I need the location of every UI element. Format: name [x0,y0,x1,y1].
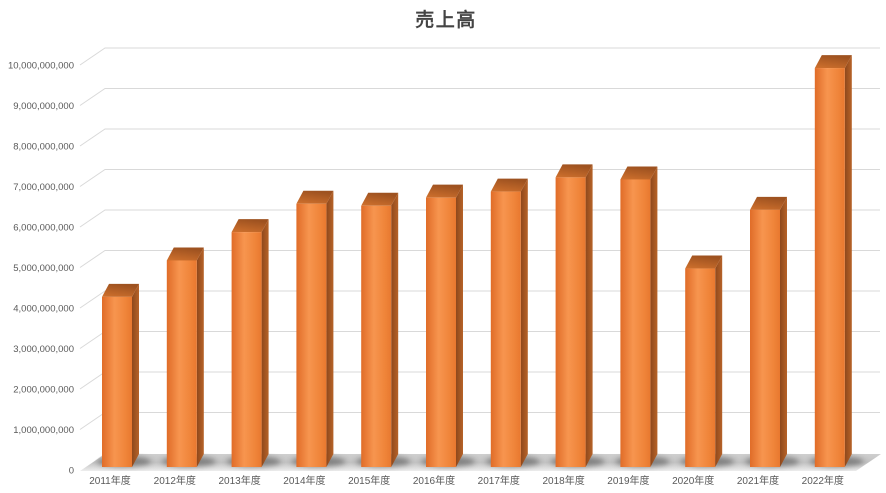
bars [102,55,852,468]
bar-side-face [132,283,139,467]
y-tick-label: 1,000,000,000 [13,425,74,436]
x-tick-label: 2022年度 [802,474,844,487]
bar-2014年度 [296,190,334,467]
bar-front-face [361,205,392,467]
bar-side-face [456,184,463,468]
y-axis-labels: 0 1,000,000,000 2,000,000,000 3,000,000,000… [8,61,74,477]
gridline [79,88,880,106]
bar-front-face [231,232,262,467]
bar-side-face [261,219,269,467]
bar-side-face [391,192,399,467]
bar-top-face [685,255,723,269]
bar-top-face [490,178,528,192]
x-tick-label: 2018年度 [542,474,584,487]
bar-front-face [490,191,521,467]
bar-side-face [196,247,204,467]
bar-2013年度 [231,219,269,467]
y-tick-label: 8,000,000,000 [13,142,74,153]
y-tick-label: 0 [69,466,74,477]
x-tick-label: 2019年度 [607,474,649,487]
y-tick-label: 10,000,000,000 [8,61,74,72]
bar-2011年度 [102,283,139,467]
bar-2017年度 [490,178,528,467]
bar-2019年度 [620,166,658,467]
y-tick-label: 7,000,000,000 [13,182,74,193]
x-tick-label: 2013年度 [218,474,260,487]
bar-top-face [231,219,269,233]
bar-top-face [814,55,852,69]
x-tick-label: 2012年度 [154,474,196,487]
bar-front-face [426,197,456,468]
bar-top-face [166,247,204,261]
x-tick-label: 2014年度 [283,474,325,487]
y-tick-label: 6,000,000,000 [13,223,74,234]
bar-top-face [620,166,658,180]
bar-front-face [166,260,197,467]
bar-side-face [844,55,852,467]
bar-side-face [520,178,528,467]
bar-2020年度 [685,255,723,467]
bar-front-face [296,203,327,467]
bar-front-face [685,268,716,467]
chart-floor [80,454,881,471]
bar-front-face [620,179,651,467]
x-tick-label: 2017年度 [478,474,520,487]
bar-2021年度 [750,196,787,467]
gridline [79,47,880,66]
gridline [79,169,880,187]
bar-2018年度 [555,164,593,468]
bar-top-face [296,190,334,204]
y-tick-label: 2,000,000,000 [13,385,74,396]
gridline [79,128,880,147]
bar-side-face [585,164,593,468]
x-tick-label: 2021年度 [737,474,779,487]
bar-side-face [326,190,334,467]
bar-front-face [555,177,586,468]
bar-top-face [102,283,139,297]
gridlines [79,47,880,430]
x-tick-label: 2011年度 [89,474,131,487]
bar-2012年度 [166,247,204,467]
bar-2022年度 [814,55,852,467]
floor-plane [80,454,881,471]
bar-top-face [750,196,787,210]
bar-front-face [750,209,780,467]
y-tick-label: 4,000,000,000 [13,304,74,315]
x-tick-label: 2020年度 [672,474,714,487]
bar-side-face [780,196,787,467]
y-tick-label: 5,000,000,000 [13,263,74,274]
bar-front-face [814,68,845,467]
bar-front-face [102,296,132,467]
bar-top-face [426,184,463,198]
x-tick-label: 2015年度 [348,474,390,487]
bar-top-face [555,164,593,178]
chart-title: 売上高 [415,8,477,31]
x-tick-label: 2016年度 [413,474,455,487]
bar-side-face [650,166,658,467]
bar-2015年度 [361,192,399,467]
bar-2016年度 [426,184,463,468]
bar-top-face [361,192,399,206]
y-tick-label: 3,000,000,000 [13,344,74,355]
y-tick-label: 9,000,000,000 [13,101,74,112]
bar-side-face [715,255,723,467]
x-axis-labels: 2011年度 2012年度 2013年度 2014年度 2015年度 2016年度 2017… [89,474,844,487]
